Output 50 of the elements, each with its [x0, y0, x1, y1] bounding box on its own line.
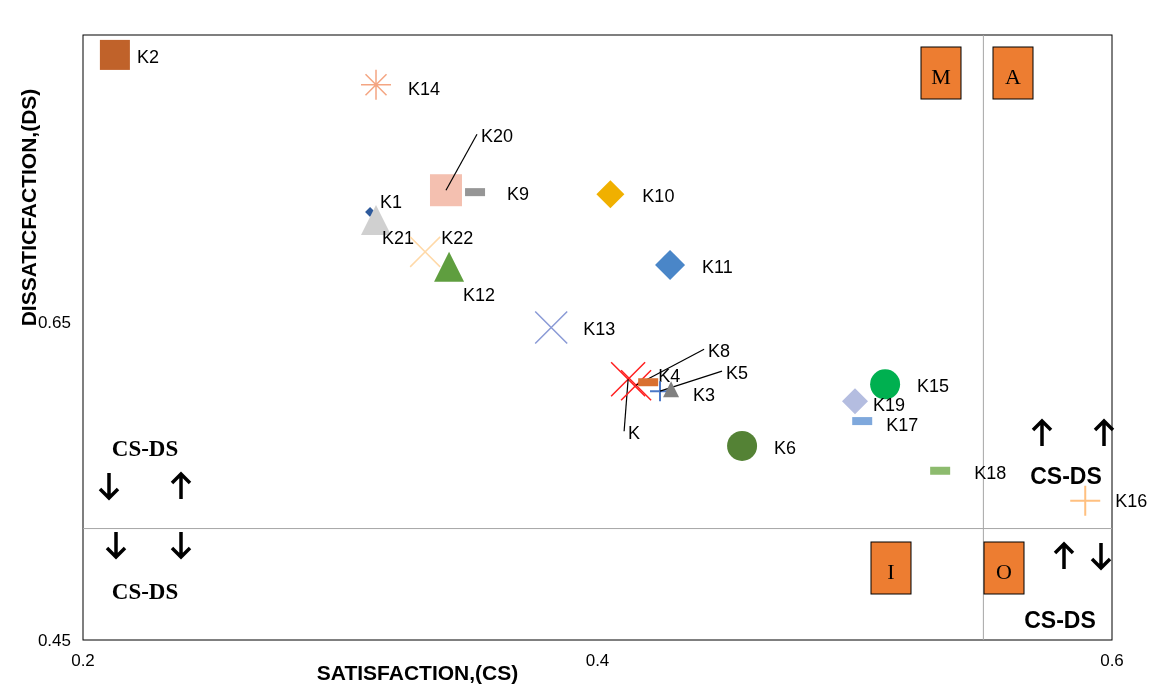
x-axis-title: SATISFACTION,(CS) [316, 661, 519, 684]
point [842, 388, 869, 415]
series-label: K9 [507, 184, 530, 205]
series-label: K15 [917, 376, 950, 397]
series-label: K20 [480, 126, 514, 147]
y-axis-title: DISSATICFACTION,(DS) [17, 88, 40, 327]
annotation: CS-DS [1030, 463, 1102, 489]
x-tick-label: 0.2 [71, 651, 95, 670]
annotation: CS-DS [111, 579, 179, 604]
point [534, 310, 568, 345]
series-label: K21 [382, 228, 415, 248]
series-label: K16 [1115, 490, 1148, 511]
point [727, 430, 758, 461]
point [655, 249, 686, 280]
series-label: K2 [136, 46, 159, 67]
point [610, 361, 646, 397]
text: K8 [708, 341, 731, 362]
series-label: K18 [974, 462, 1007, 483]
series-label: K22 [441, 227, 474, 248]
point [663, 381, 680, 398]
point [596, 180, 625, 209]
series-label: K12 [463, 284, 496, 305]
series-label: K10 [642, 186, 675, 207]
series-label: K3 [693, 385, 716, 406]
point [620, 369, 652, 402]
series-label: K19 [873, 395, 906, 416]
point [429, 174, 462, 207]
annotation: A [1005, 64, 1022, 89]
point [870, 369, 901, 400]
series-label: K17 [886, 415, 919, 436]
series-label: K11 [702, 256, 733, 277]
series-label: K6 [774, 437, 797, 458]
point [99, 39, 130, 70]
series-label: K4 [658, 366, 681, 387]
text: K5 [726, 363, 749, 384]
annotation: CS-DS [1024, 607, 1096, 633]
annotation: M [931, 64, 951, 89]
annotation: I [887, 559, 895, 584]
series-label: K [628, 423, 641, 444]
point [1070, 485, 1101, 516]
y-tick-label: 0.45 [37, 631, 71, 650]
y-tick-label: 0.65 [37, 312, 71, 332]
series-label: K13 [583, 319, 616, 340]
x-tick-label: 0.4 [585, 651, 610, 670]
annotation: CS-DS [111, 436, 179, 461]
legend-label: K14 [408, 78, 441, 99]
point [434, 251, 465, 282]
x-tick-label: 0.6 [1100, 651, 1124, 670]
series-label: K1 [380, 192, 403, 213]
annotation: O [996, 559, 1012, 584]
